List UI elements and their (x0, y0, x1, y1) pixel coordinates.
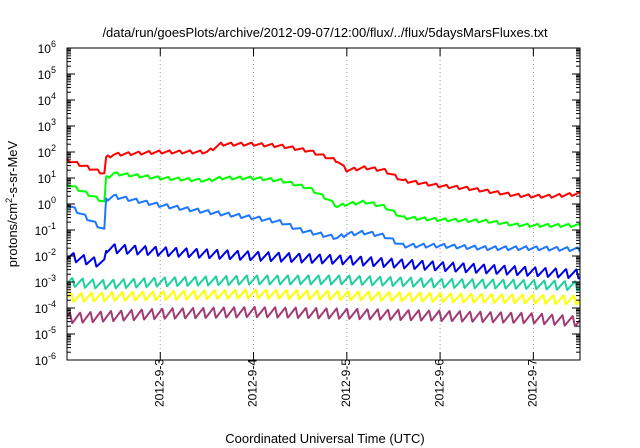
y-tick-base: 10 (35, 302, 49, 316)
y-tick-exp: 2 (51, 143, 56, 153)
x-axis-label: Coordinated Universal Time (UTC) (225, 431, 424, 446)
y-tick-base: 10 (38, 94, 52, 108)
series-line-3 (66, 193, 581, 252)
y-tick-label: 10-3 (35, 273, 56, 290)
y-tick-exp: 4 (51, 91, 56, 101)
y-tick-label: 102 (38, 143, 56, 160)
y-tick-base: 10 (38, 146, 52, 160)
y-tick-labels: 10-610-510-410-310-210-11001011021031041… (35, 39, 56, 368)
y-tick-exp: -5 (48, 325, 56, 335)
y-tick-label: 10-2 (35, 247, 56, 264)
x-tick-labels: 2012-9-3 2012-9-4 2012-9-5 2012-9-6 2012-9-7 (152, 359, 539, 407)
y-tick-exp: -4 (48, 299, 56, 309)
y-tick-label: 103 (38, 117, 56, 134)
y-tick-exp: 0 (51, 195, 56, 205)
series-line-6 (66, 288, 581, 306)
y-tick-label: 10-5 (35, 325, 56, 342)
y-tick-exp: 1 (51, 169, 56, 179)
x-tick-label: 2012-9-5 (339, 359, 353, 407)
series-line-7 (66, 305, 581, 328)
y-tick-base: 10 (35, 224, 49, 238)
y-axis-label: protons/cm2-s-sr-MeV (4, 140, 20, 267)
y-tick-base: 10 (35, 354, 49, 368)
series-line-2 (66, 171, 581, 228)
series-group (66, 141, 581, 328)
y-tick-exp: -3 (48, 273, 56, 283)
series-line-4 (66, 243, 581, 280)
y-tick-base: 10 (38, 120, 52, 134)
y-tick-exp: -1 (48, 221, 56, 231)
y-tick-label: 10-6 (35, 351, 56, 368)
y-tick-label: 104 (38, 91, 56, 108)
y-tick-label: 106 (38, 39, 56, 56)
y-tick-base: 10 (35, 328, 49, 342)
x-tick-label: 2012-9-3 (152, 359, 166, 407)
x-tick-label: 2012-9-4 (246, 359, 260, 407)
y-tick-base: 10 (38, 198, 52, 212)
y-tick-exp: 3 (51, 117, 56, 127)
y-tick-exp: 6 (51, 39, 56, 49)
x-tick-label: 2012-9-7 (526, 359, 540, 407)
chart-title: /data/run/goesPlots/archive/2012-09-07/1… (102, 25, 548, 40)
y-axis-label-prefix: protons/cm (5, 203, 20, 267)
y-axis-label-sup: 2 (4, 198, 14, 203)
y-tick-base: 10 (38, 172, 52, 186)
y-axis-label-suffix: -s-sr-MeV (5, 140, 20, 197)
x-tick-label: 2012-9-6 (432, 359, 446, 407)
y-tick-base: 10 (35, 276, 49, 290)
axis-ticks (67, 47, 580, 361)
y-tick-base: 10 (38, 42, 52, 56)
series-line-5 (66, 274, 581, 292)
series-line-1 (66, 141, 581, 199)
y-tick-label: 105 (38, 65, 56, 82)
y-tick-exp: 5 (51, 65, 56, 75)
y-tick-label: 100 (38, 195, 56, 212)
y-tick-exp: -6 (48, 351, 56, 361)
y-tick-label: 10-1 (35, 221, 56, 238)
y-tick-base: 10 (38, 68, 52, 82)
y-tick-exp: -2 (48, 247, 56, 257)
y-tick-base: 10 (35, 250, 49, 264)
y-tick-label: 10-4 (35, 299, 56, 316)
y-tick-label: 101 (38, 169, 56, 186)
